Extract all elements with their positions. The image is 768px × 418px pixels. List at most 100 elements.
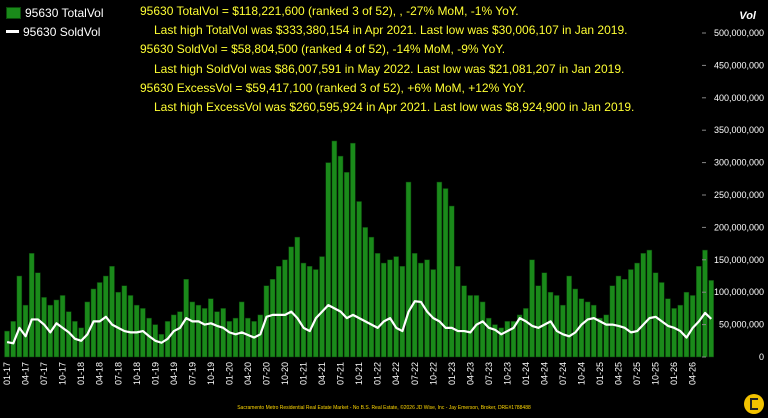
line-soldvol	[6, 300, 713, 345]
x-tick-label: 07-22	[410, 362, 420, 385]
x-tick-label: 07-17	[39, 362, 49, 385]
bar-totalvol	[646, 249, 653, 358]
bar-totalvol	[350, 142, 356, 358]
bar-totalvol	[615, 275, 622, 358]
bar-totalvol	[535, 285, 541, 358]
bar-totalvol	[171, 314, 177, 358]
bar-totalvol	[121, 285, 128, 358]
bar-totalvol	[28, 253, 35, 358]
x-tick-label: 10-22	[428, 362, 438, 385]
bar-totalvol	[362, 227, 368, 358]
bar-totalvol	[306, 266, 313, 358]
bar-totalvol	[282, 259, 288, 358]
bar-totalvol	[109, 266, 115, 358]
bar-totalvol	[288, 246, 294, 358]
y-tick-label: 500,000,000	[714, 28, 764, 38]
x-tick-label: 07-21	[336, 362, 346, 385]
x-tick-label: 04-23	[465, 362, 475, 385]
y-tick-label: 100,000,000	[714, 287, 764, 297]
bar-totalvol	[560, 304, 566, 358]
bar-totalvol	[53, 299, 60, 358]
bar-totalvol	[455, 266, 461, 358]
x-tick-label: 10-24	[577, 362, 587, 385]
bar-totalvol	[467, 295, 474, 358]
bar-totalvol	[269, 278, 276, 358]
x-tick-label: 07-20	[262, 362, 272, 385]
bar-totalvol	[436, 181, 443, 358]
annotation-excessvol-history: Last high ExcessVol was $260,595,924 in …	[154, 100, 635, 114]
bar-totalvol	[78, 327, 84, 358]
x-tick-label: 10-21	[354, 362, 364, 385]
x-tick-label: 04-18	[95, 362, 105, 385]
legend-label-totalvol: 95630 TotalVol	[25, 5, 104, 20]
x-tick-label: 07-19	[187, 362, 197, 385]
bar-totalvol	[523, 308, 529, 358]
bar-totalvol	[208, 298, 214, 358]
x-tick-label: 04-20	[243, 362, 253, 385]
bar-totalvol	[597, 317, 603, 358]
x-tick-label: 07-18	[113, 362, 123, 385]
y-tick-label: 350,000,000	[714, 125, 764, 135]
bar-totalvol	[251, 321, 257, 358]
bar-totalvol	[368, 236, 375, 358]
bar-totalvol	[418, 262, 424, 358]
legend-item-totalvol: 95630 TotalVol	[6, 3, 104, 22]
x-tick-label: 07-23	[484, 362, 494, 385]
bar-totalvol	[245, 317, 251, 358]
x-tick-label: 07-24	[558, 362, 568, 385]
bar-totalvol	[683, 291, 690, 358]
x-tick-label: 04-19	[169, 362, 179, 385]
x-tick-label: 04-17	[21, 362, 31, 385]
x-tick-label: 01-24	[521, 362, 531, 385]
x-tick-label: 10-25	[651, 362, 661, 385]
bar-totalvol	[294, 236, 301, 358]
annotation-totalvol-history: Last high TotalVol was $333,380,154 in A…	[154, 23, 628, 37]
bar-totalvol	[393, 256, 399, 358]
bar-totalvol	[442, 188, 449, 358]
bar-totalvol	[584, 301, 591, 358]
bar-totalvol	[430, 269, 436, 358]
bar-totalvol	[498, 327, 504, 358]
bar-totalvol	[115, 291, 121, 358]
y-axis-label: Vol	[739, 10, 756, 22]
bar-totalvol	[214, 311, 220, 358]
x-tick-label: 04-24	[539, 362, 549, 385]
bar-totalvol	[702, 249, 708, 358]
footer-credit: Sacramento Metro Residential Real Estate…	[237, 405, 531, 411]
bar-totalvol	[634, 262, 640, 358]
y-tick-label: 200,000,000	[714, 222, 764, 232]
bar-totalvol	[461, 285, 467, 358]
annotation-soldvol-history: Last high SoldVol was $86,007,591 in May…	[154, 62, 625, 76]
bar-totalvol	[343, 172, 350, 358]
brand-logo-icon	[744, 394, 764, 414]
x-tick-label: 10-18	[132, 362, 142, 385]
annotation-soldvol: 95630 SoldVol = $58,804,500 (ranked 4 of…	[140, 42, 506, 56]
bar-totalvol	[300, 262, 307, 358]
x-tick-label: 10-20	[280, 362, 290, 385]
x-tick-label: 01-18	[76, 362, 86, 385]
bar-totalvol	[399, 266, 406, 358]
legend-label-soldvol: 95630 SoldVol	[23, 24, 101, 39]
bar-totalvol	[325, 162, 331, 358]
bar-totalvol	[541, 272, 548, 358]
bar-totalvol	[628, 269, 634, 358]
bar-totalvol	[486, 317, 492, 358]
legend-swatch-line	[6, 30, 19, 33]
bar-totalvol	[504, 321, 511, 358]
bar-totalvol	[609, 285, 616, 358]
x-tick-label: 01-19	[150, 362, 160, 385]
y-tick-label: 50,000,000	[719, 320, 764, 330]
bar-totalvol	[232, 317, 239, 358]
x-tick-label: 10-17	[58, 362, 68, 385]
bar-totalvol	[652, 272, 659, 358]
x-tick-label: 01-22	[373, 362, 383, 385]
x-tick-label: 01-17	[2, 362, 12, 385]
bar-totalvol	[276, 266, 282, 358]
bar-totalvol	[665, 298, 671, 358]
legend-item-soldvol: 95630 SoldVol	[6, 22, 104, 41]
x-tick-label: 10-19	[206, 362, 216, 385]
bar-totalvol	[189, 301, 196, 358]
bar-totalvol	[529, 259, 535, 358]
bar-totalvol	[448, 205, 455, 358]
